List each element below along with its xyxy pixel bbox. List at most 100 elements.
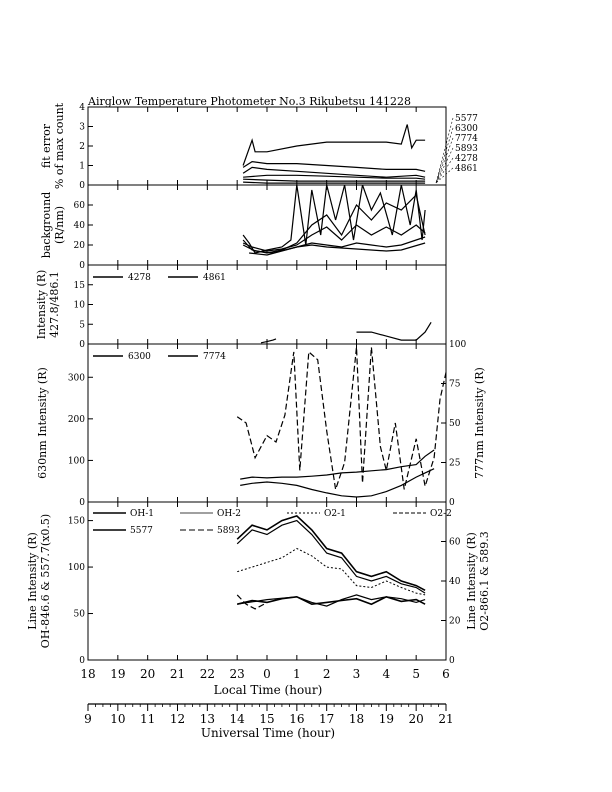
legend-label-5577: 5577 — [130, 526, 153, 536]
series-label-6300: 6300 — [455, 124, 478, 134]
line-intensity-ytick-label-right: 40 — [449, 577, 461, 587]
local-time-tick-label: 18 — [80, 667, 95, 681]
red-lines-ytick-label: 200 — [68, 415, 85, 425]
universal-time-tick-label: 16 — [289, 712, 304, 726]
local-time-label: Local Time (hour) — [214, 683, 323, 697]
chart-title: Airglow Temperature Photometer No.3 Riku… — [87, 95, 411, 108]
legend-label-7774: 7774 — [203, 352, 226, 362]
red-lines-ytick-label-right: 25 — [449, 459, 461, 469]
fit-error-ytick-label: 4 — [79, 103, 85, 113]
fit-error-ytick-label: 0 — [79, 181, 85, 191]
panel-line-intensity: 0 50 100 150 0 20 40 60 Line Intensity (R) OH-846… — [26, 501, 491, 666]
universal-time-tick-label: 11 — [140, 712, 155, 726]
blue-lines-ylabel-label: Intensity (R) — [35, 270, 48, 340]
legend-label-O2-2: O2-2 — [430, 509, 452, 519]
red-lines-ylabel-left-label: 630nm Intensity (R) — [36, 367, 49, 479]
background-ytick-label: 60 — [74, 201, 86, 211]
series-4278 — [260, 338, 277, 344]
universal-time-tick-label: 13 — [200, 712, 215, 726]
red-lines-ytick-label-right: 75 — [449, 380, 461, 390]
series-6300-lower — [240, 468, 435, 498]
background-ytick-label: 0 — [79, 261, 85, 271]
universal-time-tick-label: 10 — [110, 712, 125, 726]
series-5893 — [236, 594, 265, 610]
legend-label-OH-2: OH-2 — [217, 509, 241, 519]
line-intensity-ytick-label-right: 0 — [449, 656, 455, 666]
panel-frame — [87, 106, 447, 186]
series-5577 — [237, 595, 426, 606]
background-ylabel-label: background — [40, 192, 53, 259]
series-b3 — [242, 224, 426, 252]
series-b4 — [242, 236, 426, 254]
red-lines-ytick-label: 300 — [68, 373, 85, 383]
legend-label-4278: 4278 — [128, 273, 151, 283]
series-6300 — [242, 160, 426, 172]
universal-time-tick-label: 14 — [230, 712, 246, 726]
line-intensity-ylabel-right-label: Line Intensity (R) — [465, 532, 478, 630]
blue-lines-ytick-label: 0 — [79, 340, 85, 350]
line-intensity-ytick-label-right: 60 — [449, 538, 461, 548]
red-lines-ylabel-right-label: 777nm Intensity (R) — [473, 367, 486, 479]
fit-error-ylabel-label: % of max count — [53, 102, 66, 189]
local-time-tick-label: 22 — [200, 667, 215, 681]
legend-label-OH-1: OH-1 — [130, 509, 154, 519]
panel-red-lines: 0 100 200 300 0 25 50 75 100 630nm Intensity (R) 7… — [36, 340, 486, 508]
x-axes: 18 19 20 21 22 23 0 1 2 3 4 5 69 10 11 12 13 14 15 16 17 18 19… — [80, 667, 453, 726]
local-time-tick-label: 0 — [263, 667, 271, 681]
blue-lines-ytick-label: 5 — [79, 320, 85, 330]
background-ytick-label: 40 — [74, 221, 86, 231]
panel-fit-error: 0 1 2 3 4 fit error% of max count 557763007774… — [40, 102, 478, 191]
fit-error-ylabel-label: fit error — [40, 123, 53, 168]
local-time-tick-label: 20 — [140, 667, 155, 681]
universal-time-tick-label: 12 — [170, 712, 185, 726]
fit-error-ytick-label: 2 — [79, 142, 85, 152]
series-7774 — [242, 166, 426, 178]
local-time-tick-label: 21 — [170, 667, 185, 681]
line-intensity-ytick-label: 100 — [68, 563, 85, 573]
line-intensity-ylabel-left-label: OH-846.6 & 557.7(x0.5) — [39, 514, 52, 648]
series-label-4278: 4278 — [455, 154, 478, 164]
series-label-4861: 4861 — [455, 164, 478, 174]
series-5577 — [242, 124, 426, 166]
series-OH-1 — [236, 514, 426, 592]
red-lines-ytick-label-right: 100 — [449, 340, 466, 350]
red-lines-ytick-label: 100 — [68, 456, 85, 466]
red-lines-ytick-label-right: 0 — [449, 498, 455, 508]
local-time-tick-label: 5 — [412, 667, 420, 681]
universal-time-tick-label: 19 — [379, 712, 394, 726]
series-label-leader — [435, 127, 454, 184]
blue-lines-ytick-label: 10 — [74, 301, 86, 311]
local-time-tick-label: 4 — [383, 667, 391, 681]
universal-time-tick-label: 9 — [84, 712, 92, 726]
series-6300 — [240, 449, 435, 480]
panel-background: 0 20 40 60 background (R/nm) — [40, 184, 447, 271]
red-lines-ytick-label-right: 50 — [449, 419, 461, 429]
red-lines-ytick-label: 0 — [79, 498, 85, 508]
local-time-tick-label: 19 — [110, 667, 125, 681]
series-OH-2 — [236, 519, 426, 594]
line-intensity-ytick-label: 150 — [68, 517, 85, 527]
blue-lines-ylabel-label: 427.8/486.1 — [48, 271, 61, 338]
series-label-leader — [435, 137, 454, 184]
legend-label-6300: 6300 — [128, 352, 151, 362]
line-intensity-ylabel-right-label: O2-866.1 & 589.3 — [478, 531, 491, 631]
local-time-tick-label: 2 — [323, 667, 331, 681]
local-time-tick-label: 1 — [293, 667, 301, 681]
series-label-5893: 5893 — [455, 144, 478, 154]
universal-time-label: Universal Time (hour) — [201, 726, 335, 740]
universal-time-tick-label: 15 — [259, 712, 274, 726]
panel-blue-lines: 0 5 10 15 Intensity (R) 427.8/486.1 4278 4861 — [35, 264, 447, 350]
line-intensity-ytick-label-right: 20 — [449, 617, 461, 627]
series-label-5577: 5577 — [455, 114, 478, 124]
local-time-tick-label: 23 — [230, 667, 245, 681]
series-label-leader — [435, 157, 454, 184]
series-label-leader — [435, 117, 454, 184]
local-time-tick-label: 6 — [442, 667, 450, 681]
background-ylabel-label: (R/nm) — [53, 206, 66, 244]
fit-error-ytick-label: 3 — [79, 123, 85, 133]
series-b5 — [249, 242, 426, 256]
line-intensity-ytick-label: 50 — [74, 610, 86, 620]
series-4278 — [243, 178, 426, 182]
